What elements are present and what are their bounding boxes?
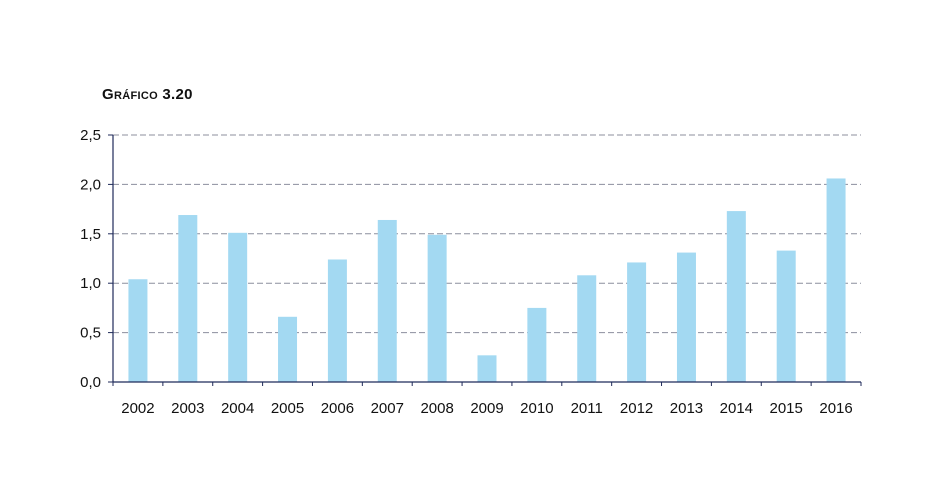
y-tick-labels: 0,0 0,5 1,0 1,5 2,0 2,5 [80, 127, 101, 391]
y-tick-label: 2,0 [80, 176, 101, 193]
bar-2013 [676, 252, 696, 382]
x-tick-label: 2005 [271, 400, 304, 417]
bar-2014 [726, 211, 746, 382]
bar-2015 [776, 250, 796, 382]
x-tick-label: 2013 [670, 400, 703, 417]
x-tick-label: 2006 [321, 400, 354, 417]
x-tick-label: 2012 [620, 400, 653, 417]
x-tick-label: 2015 [770, 400, 803, 417]
bar-2006 [327, 259, 347, 382]
bar-2016 [826, 178, 846, 382]
y-tick-label: 2,5 [80, 127, 101, 144]
bar-2002 [128, 279, 148, 382]
x-tick-label: 2016 [819, 400, 852, 417]
x-tick-label: 2007 [371, 400, 404, 417]
x-tick-labels: 2002 2003 2004 2005 2006 2007 2008 2009 2010 2011… [121, 400, 853, 417]
axes [112, 135, 862, 386]
bar-2003 [178, 215, 198, 382]
bar-2004 [228, 232, 248, 382]
bar-2010 [527, 307, 547, 382]
bar-2012 [627, 262, 647, 382]
bar-2005 [278, 316, 298, 382]
bar-2009 [477, 355, 497, 382]
x-tick-label: 2008 [420, 400, 453, 417]
x-tick-label: 2010 [520, 400, 553, 417]
chart-title: Gráfico 3.20 [102, 86, 193, 103]
x-tick-label: 2004 [221, 400, 254, 417]
y-tick-label: 1,0 [80, 275, 101, 292]
x-tick-label: 2003 [171, 400, 204, 417]
bar-2007 [377, 219, 397, 382]
bars [128, 178, 846, 382]
x-tick-label: 2011 [571, 400, 603, 417]
x-tick-label: 2014 [720, 400, 753, 417]
x-tick-label: 2009 [470, 400, 503, 417]
y-tick-label: 0,0 [80, 374, 101, 391]
bar-2011 [577, 275, 597, 382]
gridlines [108, 134, 861, 383]
x-tick-label: 2002 [121, 400, 154, 417]
y-tick-label: 0,5 [80, 325, 101, 342]
y-tick-label: 1,5 [80, 226, 101, 243]
bar-2008 [427, 234, 447, 382]
